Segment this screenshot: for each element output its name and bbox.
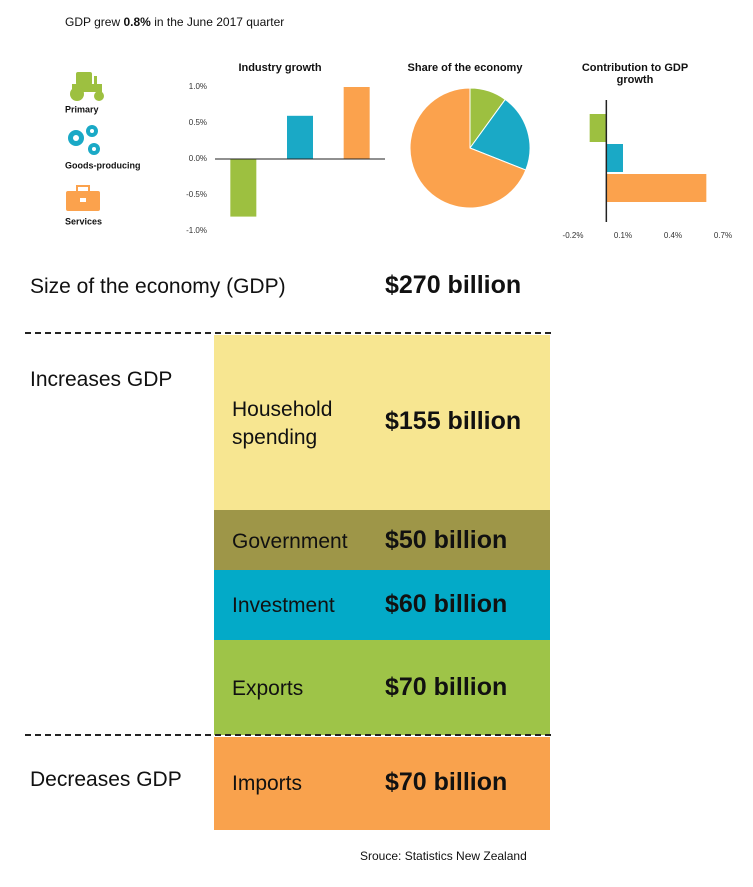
chart-title: Industry growth: [238, 62, 322, 74]
item-label: Imports: [232, 772, 303, 795]
bar: [606, 174, 707, 202]
charts: Primary Goods-producing Services 1.0% 0.5% 0.…: [65, 72, 732, 240]
item-label: Government: [232, 530, 348, 553]
tractor-icon: [70, 72, 104, 101]
gears-icon: [68, 125, 100, 155]
imports-segment: [214, 737, 550, 830]
x-tick-label: -0.2%: [563, 231, 584, 240]
bar: [230, 159, 257, 217]
headline: GDP grew 0.8% in the June 2017 quarter: [65, 15, 284, 29]
chart-title: Share of the economy: [407, 62, 523, 74]
bar: [287, 115, 313, 159]
item-label: Exports: [232, 677, 304, 700]
legend-label: Goods-producing: [65, 160, 141, 170]
item-value: $60 billion: [385, 590, 508, 618]
divider: [25, 734, 551, 736]
item-label: Investment: [232, 594, 335, 617]
legend-label: Services: [65, 216, 102, 226]
bar: [589, 114, 607, 142]
headline-text: in the June 2017 quarter: [154, 15, 285, 29]
section-label: Decreases GDP: [30, 768, 182, 791]
pie-slice: [469, 98, 531, 171]
household-segment: [214, 335, 550, 510]
exports-segment: [214, 640, 550, 735]
headline-text: GDP grew: [65, 15, 121, 29]
item-value: $70 billion: [385, 673, 508, 701]
source: Srouce: Statistics New Zealand: [360, 849, 527, 863]
divider: [25, 332, 551, 334]
bar: [606, 144, 623, 172]
item-value: $50 billion: [385, 526, 508, 554]
total-value: $270 billion: [385, 271, 522, 299]
section-label: Increases GDP: [30, 368, 173, 391]
y-tick-label: 0.5%: [189, 118, 207, 127]
x-tick-label: 0.1%: [614, 231, 632, 240]
total-label: Size of the economy (GDP): [30, 275, 286, 298]
pie-slice: [409, 87, 527, 209]
headline-highlight: 0.8%: [123, 15, 151, 29]
government-segment: [214, 510, 550, 570]
y-tick-label: 1.0%: [189, 82, 207, 91]
x-tick-label: 0.4%: [664, 231, 682, 240]
y-tick-label: -0.5%: [186, 190, 207, 199]
y-tick-label: 0.0%: [189, 154, 207, 163]
briefcase-icon: [66, 185, 100, 211]
item-value: $155 billion: [385, 407, 522, 435]
investment-segment: [214, 570, 550, 640]
item-value: $70 billion: [385, 768, 508, 796]
chart-title: Contribution to GDP growth: [581, 62, 689, 86]
legend-label: Primary: [65, 104, 99, 114]
y-tick-label: -1.0%: [186, 226, 207, 235]
x-tick-label: 0.7%: [714, 231, 732, 240]
bar: [343, 87, 370, 159]
item-label: Household spending: [232, 398, 333, 449]
